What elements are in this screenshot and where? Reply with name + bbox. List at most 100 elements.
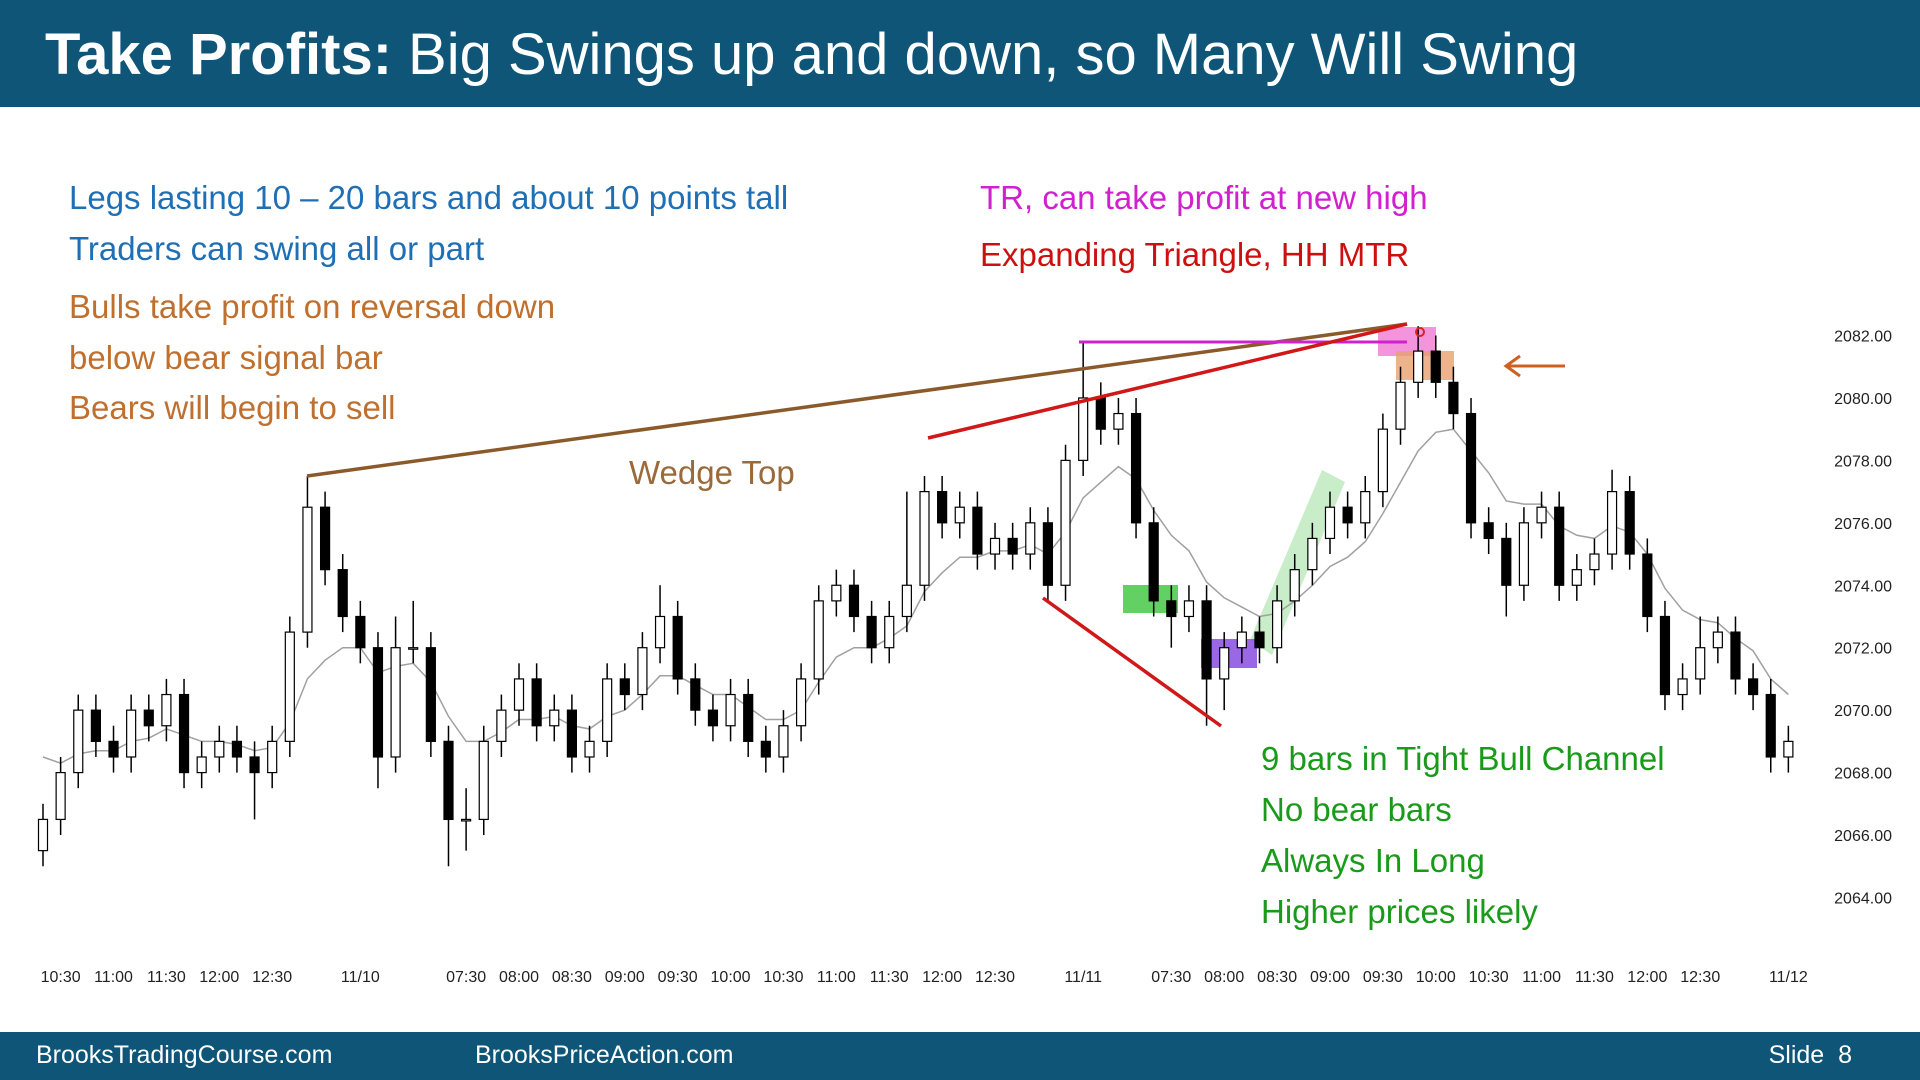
triangle-upper bbox=[927, 322, 1408, 440]
candle-body bbox=[1659, 615, 1671, 696]
candle-body bbox=[1554, 506, 1565, 586]
candle-body bbox=[954, 506, 965, 524]
candle-body bbox=[1536, 506, 1547, 524]
x-tick-label: 12:30 bbox=[252, 969, 292, 986]
y-tick-label: 2066.00 bbox=[1834, 828, 1892, 845]
y-tick-label: 2080.00 bbox=[1834, 391, 1892, 408]
candle-body bbox=[372, 647, 384, 758]
x-tick-label: 09:30 bbox=[658, 969, 698, 986]
x-tick-label: 12:00 bbox=[199, 969, 239, 986]
candle-body bbox=[707, 709, 719, 727]
candle-body bbox=[778, 725, 789, 758]
candle-body bbox=[795, 678, 807, 727]
x-tick-label: 12:00 bbox=[1627, 969, 1667, 986]
candle-body bbox=[1624, 491, 1635, 555]
candle-body bbox=[196, 756, 207, 774]
candle-body bbox=[602, 678, 613, 742]
candle-body bbox=[566, 709, 578, 758]
candle-body bbox=[531, 678, 542, 727]
x-tick-label: 09:00 bbox=[1310, 969, 1350, 986]
candle-body bbox=[231, 740, 243, 758]
note: Legs lasting 10 – 20 bars and about 10 p… bbox=[69, 179, 788, 216]
candle-body bbox=[143, 709, 154, 727]
candle-body bbox=[1483, 522, 1494, 540]
x-tick-label: 09:00 bbox=[605, 969, 645, 986]
note: Expanding Triangle, HH MTR bbox=[980, 236, 1409, 273]
x-tick-label: 12:30 bbox=[975, 969, 1015, 986]
candle-body bbox=[1183, 600, 1195, 618]
candle-body bbox=[1078, 397, 1089, 461]
x-tick-label: 08:30 bbox=[552, 969, 592, 986]
plot: 2064.00 2066.00 2068.00 2070.00 2072.00 2074.… bbox=[37, 326, 1892, 986]
arrow-head bbox=[1503, 354, 1521, 378]
note: Bears will begin to sell bbox=[69, 389, 396, 426]
candle-body bbox=[1589, 553, 1600, 571]
title-bold: Take Profits: bbox=[45, 22, 392, 87]
candle-body bbox=[1025, 522, 1036, 555]
candle-body bbox=[760, 740, 771, 758]
candle-body bbox=[1642, 553, 1653, 618]
candle-body bbox=[55, 771, 66, 821]
candle-body bbox=[461, 818, 472, 822]
candle-body bbox=[1307, 537, 1318, 571]
candle-body bbox=[390, 647, 401, 758]
x-tick-label: 11:00 bbox=[1522, 969, 1561, 986]
candle-body bbox=[425, 647, 436, 742]
x-tick-label: 08:00 bbox=[1204, 969, 1244, 986]
x-tick-label: 07:30 bbox=[446, 969, 486, 986]
candle-body bbox=[1342, 506, 1353, 524]
candle-body bbox=[619, 678, 630, 696]
candle-body bbox=[1730, 631, 1741, 680]
x-tick-label: 07:30 bbox=[1151, 969, 1191, 986]
candle-body bbox=[108, 740, 119, 758]
candle-body bbox=[355, 615, 366, 649]
y-tick-label: 2074.00 bbox=[1834, 578, 1892, 595]
footer-right: Slide 8 bbox=[1769, 1041, 1852, 1069]
candle-body bbox=[337, 569, 348, 618]
candle-body bbox=[1606, 491, 1618, 555]
candle-body bbox=[1254, 631, 1265, 649]
title: Take Profits: Big Swings up and down, so … bbox=[45, 22, 1578, 87]
x-tick-label: 10:00 bbox=[711, 969, 751, 986]
candle-body bbox=[690, 678, 701, 711]
x-tick-label: 12:00 bbox=[922, 969, 962, 986]
note: TR, can take profit at new high bbox=[980, 179, 1428, 216]
y-tick-label: 2068.00 bbox=[1834, 766, 1892, 783]
y-tick-label: 2064.00 bbox=[1834, 890, 1892, 907]
candle-body bbox=[1571, 569, 1582, 586]
candle-body bbox=[1042, 522, 1054, 586]
candle-body bbox=[1501, 537, 1512, 586]
candle-body bbox=[319, 506, 331, 571]
candle-body bbox=[654, 615, 666, 649]
candle-body bbox=[37, 818, 49, 852]
candle-body bbox=[496, 709, 507, 742]
candle-body bbox=[1413, 350, 1424, 383]
candle-body bbox=[478, 740, 489, 821]
candle-body bbox=[302, 506, 313, 633]
candle-body bbox=[161, 693, 172, 727]
y-tick-label: 2072.00 bbox=[1834, 641, 1892, 658]
candle-body bbox=[1518, 522, 1530, 586]
candle-body bbox=[1430, 350, 1441, 383]
candle-body bbox=[1695, 647, 1706, 680]
x-tick-label: 11/12 bbox=[1769, 969, 1808, 986]
channel-highlight bbox=[1250, 470, 1345, 655]
y-tick-label: 2078.00 bbox=[1834, 453, 1892, 470]
candle-body bbox=[813, 600, 824, 680]
candle-body bbox=[919, 491, 930, 586]
y-tick-label: 2070.00 bbox=[1834, 703, 1892, 720]
note: Higher prices likely bbox=[1261, 893, 1538, 930]
candle-body bbox=[1748, 678, 1759, 696]
candle-body bbox=[1712, 631, 1723, 649]
footer-left: BrooksTradingCourse.com bbox=[36, 1041, 332, 1069]
x-tick-label: 09:30 bbox=[1363, 969, 1403, 986]
candle-body bbox=[1677, 678, 1688, 696]
candle-body bbox=[884, 615, 895, 649]
candle-body bbox=[1095, 397, 1106, 430]
candle-body bbox=[672, 615, 683, 680]
candle-body bbox=[1236, 631, 1247, 649]
candle-body bbox=[1113, 412, 1124, 430]
note: No bear bars bbox=[1261, 791, 1452, 828]
moving-average bbox=[42, 428, 1789, 765]
candle-body bbox=[637, 647, 648, 696]
